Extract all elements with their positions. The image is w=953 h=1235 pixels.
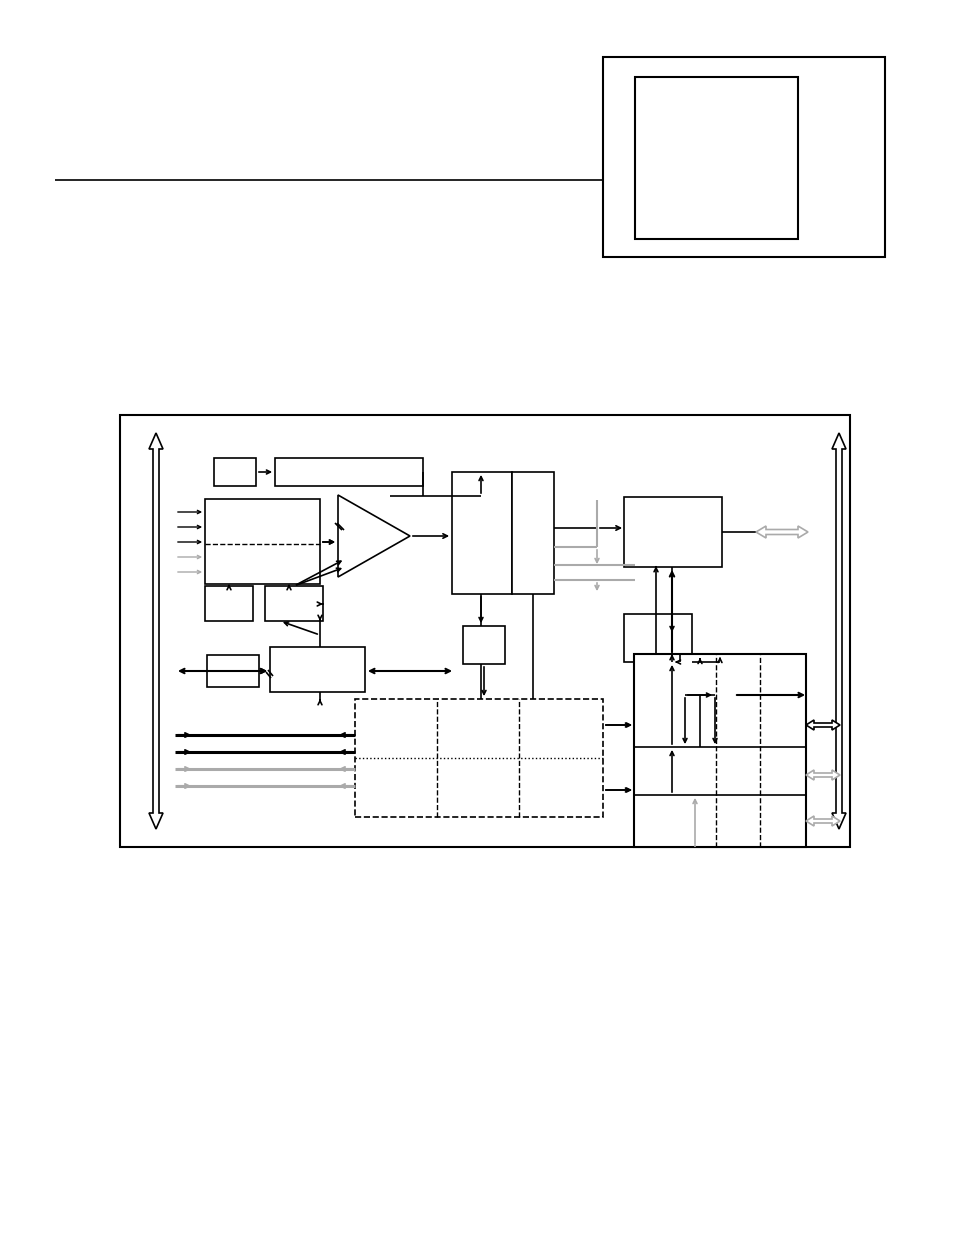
Bar [205, 585, 253, 621]
Bar [452, 472, 512, 594]
Bar [462, 626, 504, 664]
Bar [265, 585, 323, 621]
Bar [270, 647, 365, 692]
Polygon shape [755, 526, 807, 538]
Bar [120, 415, 849, 847]
Bar [602, 57, 884, 257]
Polygon shape [149, 433, 163, 829]
Bar [623, 614, 691, 662]
Bar [274, 458, 422, 487]
Bar [634, 655, 805, 847]
Bar [207, 655, 258, 687]
Polygon shape [805, 720, 840, 730]
Bar [213, 458, 255, 487]
Polygon shape [831, 433, 845, 829]
Bar [205, 499, 319, 584]
Bar [355, 699, 602, 818]
Polygon shape [805, 816, 840, 826]
Bar [623, 496, 721, 567]
Polygon shape [805, 769, 840, 781]
Bar [635, 77, 797, 240]
Bar [512, 472, 554, 594]
